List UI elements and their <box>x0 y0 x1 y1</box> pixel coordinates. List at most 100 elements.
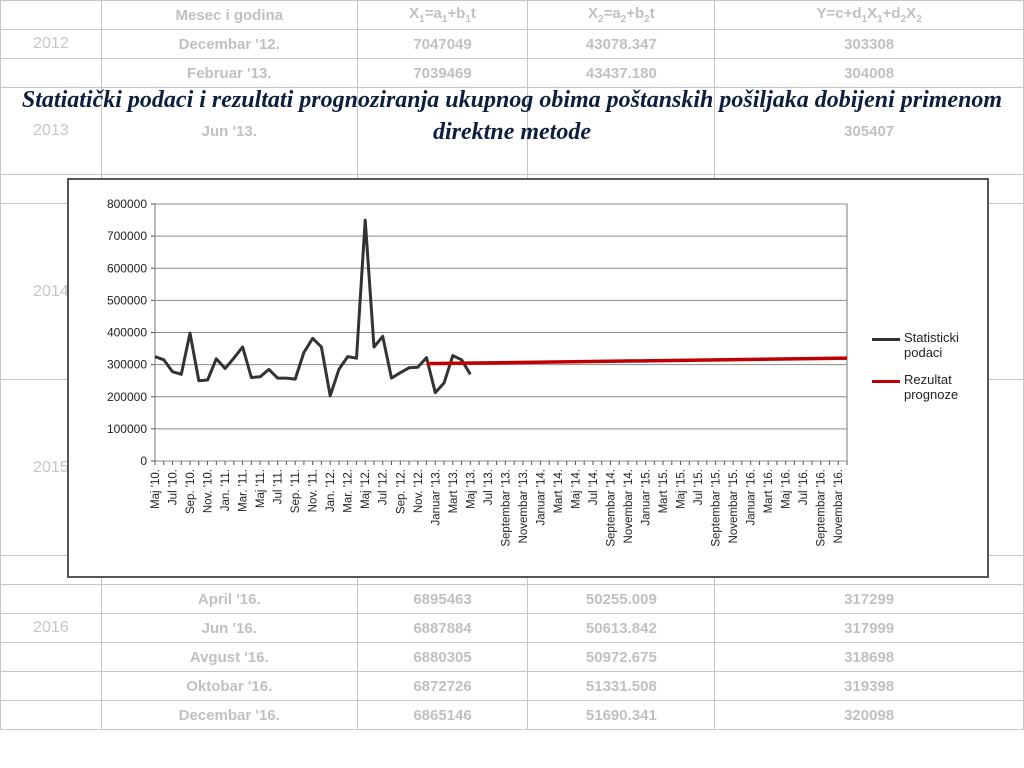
y-tick-label: 800000 <box>107 197 147 211</box>
x-tick-label: Mart '13. <box>448 469 460 513</box>
legend-item-prognoza: Rezultat prognoze <box>872 372 982 402</box>
x-tick-label: Sep. '11. <box>290 469 302 513</box>
x1-cell: 7047049 <box>356 29 529 59</box>
x-tick-label: Jul '11. <box>273 469 285 504</box>
y-cell: 320098 <box>714 700 1024 730</box>
x-tick-label: Maj '11. <box>255 469 267 508</box>
x-tick-label: Septembar '15. <box>711 469 723 547</box>
x1-cell: 6880305 <box>356 642 529 672</box>
x-tick-label: Jul '15. <box>693 469 705 505</box>
x-tick-label: Maj '15. <box>676 469 688 509</box>
y-tick-label: 500000 <box>107 293 147 307</box>
x-tick-label: Jul '10. <box>168 469 180 505</box>
x-tick-label: Maj '16. <box>781 469 793 509</box>
y-tick-label: 0 <box>140 454 147 468</box>
chart-frame: 0 100000 200000 300000 400000 500000 600000 700… <box>67 178 989 578</box>
month-cell: Avgust '16. <box>100 642 358 672</box>
month-cell: Jun '16. <box>100 613 358 643</box>
x2-cell: 50613.842 <box>527 613 716 643</box>
x-tick-label: Nov. '12. <box>413 469 425 513</box>
legend-label-statisticki: Statisticki podaci <box>904 330 959 360</box>
x-tick-label: Septembar '13. <box>500 469 512 547</box>
line-chart: 0 100000 200000 300000 400000 500000 600000 700… <box>107 197 848 547</box>
header-cell-y: Y=c+d1X1+d2X2 <box>714 0 1024 30</box>
x-tick-label: Januar '14. <box>535 469 547 526</box>
month-cell: Jun '13. <box>100 87 358 175</box>
x2-cell: 43437.180 <box>527 58 716 88</box>
table-row: Avgust '16. 6880305 50972.675 318698 <box>0 642 1024 672</box>
y-tick-label: 700000 <box>107 229 147 243</box>
slide-title: Statiatički podaci i rezultati prognozir… <box>21 87 1003 145</box>
x-tick-label: Maj '10. <box>150 469 162 509</box>
x-tick-label: Maj '13. <box>465 469 477 509</box>
x-tick-label: Mart '16. <box>763 469 775 513</box>
year-cell: 2016 <box>0 613 102 643</box>
x2-cell: 50255.009 <box>527 584 716 614</box>
table-row: Oktobar '16. 6872726 51331.508 319398 <box>0 671 1024 701</box>
y-tick-label: 300000 <box>107 358 147 372</box>
x-tick-label: Jul '14. <box>588 469 600 505</box>
y-cell: 317999 <box>714 613 1024 643</box>
year-cell: 2013 <box>0 87 102 175</box>
series-line-statisticki <box>154 218 472 398</box>
x-tick-label: Mar. '12. <box>343 469 355 513</box>
series-line-prognoza <box>426 356 848 366</box>
table-header-row: Mesec i godina X1=a1+b1t X2=a2+b2t Y=c+d… <box>0 0 1024 30</box>
year-cell: 2012 <box>0 29 102 59</box>
x-tick-label: Novembar '15. <box>728 469 740 543</box>
x-tick-label: Maj '14. <box>570 469 582 509</box>
x-tick-label: Novembar '13. <box>518 469 530 543</box>
x-tick-label: Jan. '12. <box>325 469 337 512</box>
x-tick-label: Novembar '16. <box>833 469 845 543</box>
legend-item-statisticki: Statisticki podaci <box>872 330 982 360</box>
y-tick-label: 400000 <box>107 326 147 340</box>
y-tick-label: 200000 <box>107 390 147 404</box>
table-row: Decembar '16. 6865146 51690.341 320098 <box>0 700 1024 730</box>
x-tick-label: Jan. '11. <box>220 469 232 511</box>
x1-cell: 6865146 <box>356 700 529 730</box>
table-row: Februar '13. 7039469 43437.180 304008 <box>0 58 1024 88</box>
x-tick-label: Novembar '14. <box>623 469 635 543</box>
x2-cell: 43078.347 <box>527 29 716 59</box>
y-cell: 319398 <box>714 671 1024 701</box>
x-tick-label: Nov. '11. <box>308 469 320 512</box>
year-cell <box>0 58 102 88</box>
month-cell: Oktobar '16. <box>100 671 358 701</box>
x-tick-label: Jul '16. <box>798 469 810 505</box>
month-cell: Decembar '12. <box>100 29 358 59</box>
table-row: 2012 Decembar '12. 7047049 43078.347 303308 <box>0 29 1024 59</box>
x2-cell <box>527 87 716 175</box>
header-cell-month: Mesec i godina <box>100 0 358 30</box>
x-tick-label: Mart '14. <box>553 469 565 513</box>
legend-label-prognoza: Rezultat prognoze <box>904 372 959 402</box>
x-tick-label: Mar. '11. <box>238 469 250 512</box>
table-row: April '16. 6895463 50255.009 317299 <box>0 584 1024 614</box>
x-tick-label: Septembar '16. <box>816 469 828 547</box>
x1-cell: 6895463 <box>356 584 529 614</box>
x-tick-label: Sep. '10. <box>185 469 197 514</box>
header-cell-x2: X2=a2+b2t <box>527 0 716 30</box>
x-tick-label: Maj '12. <box>360 469 372 509</box>
y-cell: 317299 <box>714 584 1024 614</box>
year-cell <box>0 584 102 614</box>
chart-legend: Statisticki podaci Rezultat prognoze <box>872 330 982 414</box>
month-cell: Februar '13. <box>100 58 358 88</box>
y-cell: 318698 <box>714 642 1024 672</box>
x1-cell: 6872726 <box>356 671 529 701</box>
x2-cell: 51331.508 <box>527 671 716 701</box>
x-tick-label: Jul '13. <box>483 469 495 505</box>
x1-cell: 7039469 <box>356 58 529 88</box>
y-cell: 303308 <box>714 29 1024 59</box>
month-cell: April '16. <box>100 584 358 614</box>
x-tick-label: Sep. '12. <box>395 469 407 514</box>
x-tick-label: Januar '13. <box>430 469 442 526</box>
x1-cell: 6887884 <box>356 613 529 643</box>
x2-cell: 50972.675 <box>527 642 716 672</box>
year-cell <box>0 700 102 730</box>
table-row: 2013 Jun '13. 305407 <box>0 87 1024 175</box>
x-tick-label: Septembar '14. <box>605 469 617 547</box>
table-row: 2016 Jun '16. 6887884 50613.842 317999 <box>0 613 1024 643</box>
x-tick-label: Januar '16. <box>746 469 758 526</box>
y-tick-label: 600000 <box>107 261 147 275</box>
x-tick-label: Mart '15. <box>658 469 670 513</box>
